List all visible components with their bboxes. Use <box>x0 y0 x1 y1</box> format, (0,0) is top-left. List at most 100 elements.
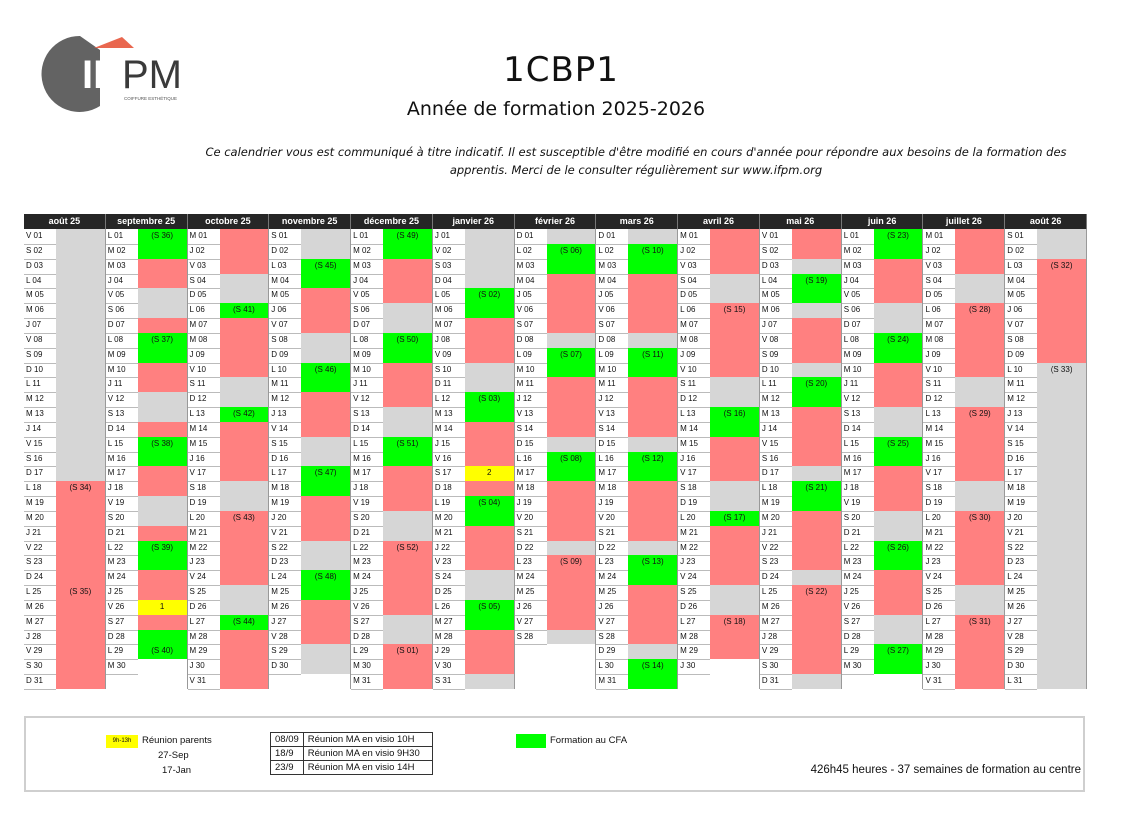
day-label: D 19 <box>925 498 943 508</box>
day-label: L 25 <box>26 587 42 597</box>
day-block <box>955 481 1005 511</box>
meeting-text: Réunion MA en visio 9H30 <box>302 746 433 761</box>
day-label: V 19 <box>843 498 861 508</box>
day-block <box>219 377 269 408</box>
row-separator <box>24 585 56 587</box>
row-separator <box>678 570 711 572</box>
day-block <box>219 407 269 422</box>
row-separator <box>1005 510 1038 512</box>
day-label: V 27 <box>516 616 534 626</box>
day-label: M 05 <box>26 290 44 300</box>
row-separator <box>105 570 138 572</box>
row-separator <box>678 496 711 498</box>
row-separator <box>596 585 629 587</box>
row-separator <box>269 377 302 379</box>
row-separator <box>187 614 220 616</box>
day-label: V 19 <box>107 498 125 508</box>
row-separator <box>351 332 384 334</box>
row-separator <box>678 273 711 275</box>
row-separator <box>841 466 874 468</box>
day-block <box>873 436 923 467</box>
day-label: S 18 <box>925 483 942 493</box>
day-label: S 13 <box>843 409 861 419</box>
day-label: M 11 <box>516 379 534 389</box>
day-label: V 16 <box>434 453 452 463</box>
column-divider <box>350 229 352 689</box>
day-block <box>710 659 759 675</box>
row-separator <box>841 629 874 631</box>
day-block <box>137 229 187 259</box>
day-label: M 22 <box>925 542 944 552</box>
row-separator <box>187 392 220 394</box>
week-label: (S 31) <box>968 616 991 626</box>
row-separator <box>187 258 220 260</box>
day-block <box>219 318 269 378</box>
row-separator <box>759 585 792 587</box>
row-separator <box>596 392 629 394</box>
day-label: M 21 <box>189 527 208 537</box>
day-block <box>301 288 351 333</box>
day-label: S 21 <box>516 527 534 537</box>
row-separator <box>24 659 56 661</box>
day-label: M 20 <box>434 512 453 522</box>
day-label: D 26 <box>680 601 698 611</box>
row-separator <box>351 392 384 394</box>
row-separator <box>105 599 138 601</box>
day-block <box>464 392 514 422</box>
row-separator <box>514 347 547 349</box>
week-label: (S 25) <box>887 438 909 448</box>
day-label: M 28 <box>189 631 208 641</box>
day-label: L 20 <box>925 512 941 522</box>
page-subtitle: Année de formation 2025-2026 <box>406 98 706 120</box>
day-block <box>301 362 351 393</box>
day-block <box>710 407 759 437</box>
column-divider <box>1004 229 1006 689</box>
day-label: V 26 <box>353 601 370 611</box>
day-label: V 20 <box>516 512 534 522</box>
day-label: M 17 <box>598 468 617 478</box>
day-block <box>710 525 759 586</box>
day-label: M 02 <box>353 245 371 255</box>
meeting-text: Réunion MA en visio 10H <box>302 732 433 747</box>
day-block <box>137 599 187 615</box>
row-separator <box>596 407 629 409</box>
row-separator <box>24 510 56 512</box>
week-label: (S 48) <box>314 572 337 582</box>
row-separator <box>923 258 956 260</box>
day-block <box>955 407 1005 482</box>
day-label: V 01 <box>26 231 43 240</box>
row-separator <box>678 332 711 334</box>
week-label: (S 21) <box>805 483 828 493</box>
day-block <box>464 362 514 393</box>
row-separator <box>759 377 792 379</box>
row-separator <box>187 525 220 527</box>
day-block <box>464 674 514 689</box>
row-separator <box>105 525 138 527</box>
day-block <box>383 644 432 689</box>
day-label: D 23 <box>1007 557 1025 567</box>
day-block <box>137 332 187 363</box>
row-separator <box>269 599 302 601</box>
day-label: S 28 <box>516 631 534 641</box>
day-label: L 17 <box>1007 468 1023 478</box>
row-separator <box>759 243 792 245</box>
row-separator <box>432 288 465 290</box>
day-label: J 14 <box>761 423 778 433</box>
row-separator <box>351 599 384 601</box>
row-separator <box>923 644 956 646</box>
day-block <box>1037 258 1086 363</box>
day-label: V 05 <box>107 290 125 300</box>
row-separator <box>187 570 220 572</box>
row-separator <box>105 481 138 483</box>
row-separator <box>105 377 138 379</box>
row-separator <box>514 377 547 379</box>
row-separator <box>759 674 792 676</box>
row-separator <box>678 362 711 364</box>
row-separator <box>351 555 384 557</box>
month-header: avril 26 <box>678 214 760 229</box>
day-label: M 31 <box>353 676 371 686</box>
day-label: L 15 <box>353 438 369 448</box>
day-label: M 24 <box>107 572 126 582</box>
day-block <box>791 407 841 467</box>
day-label: M 23 <box>107 557 126 567</box>
